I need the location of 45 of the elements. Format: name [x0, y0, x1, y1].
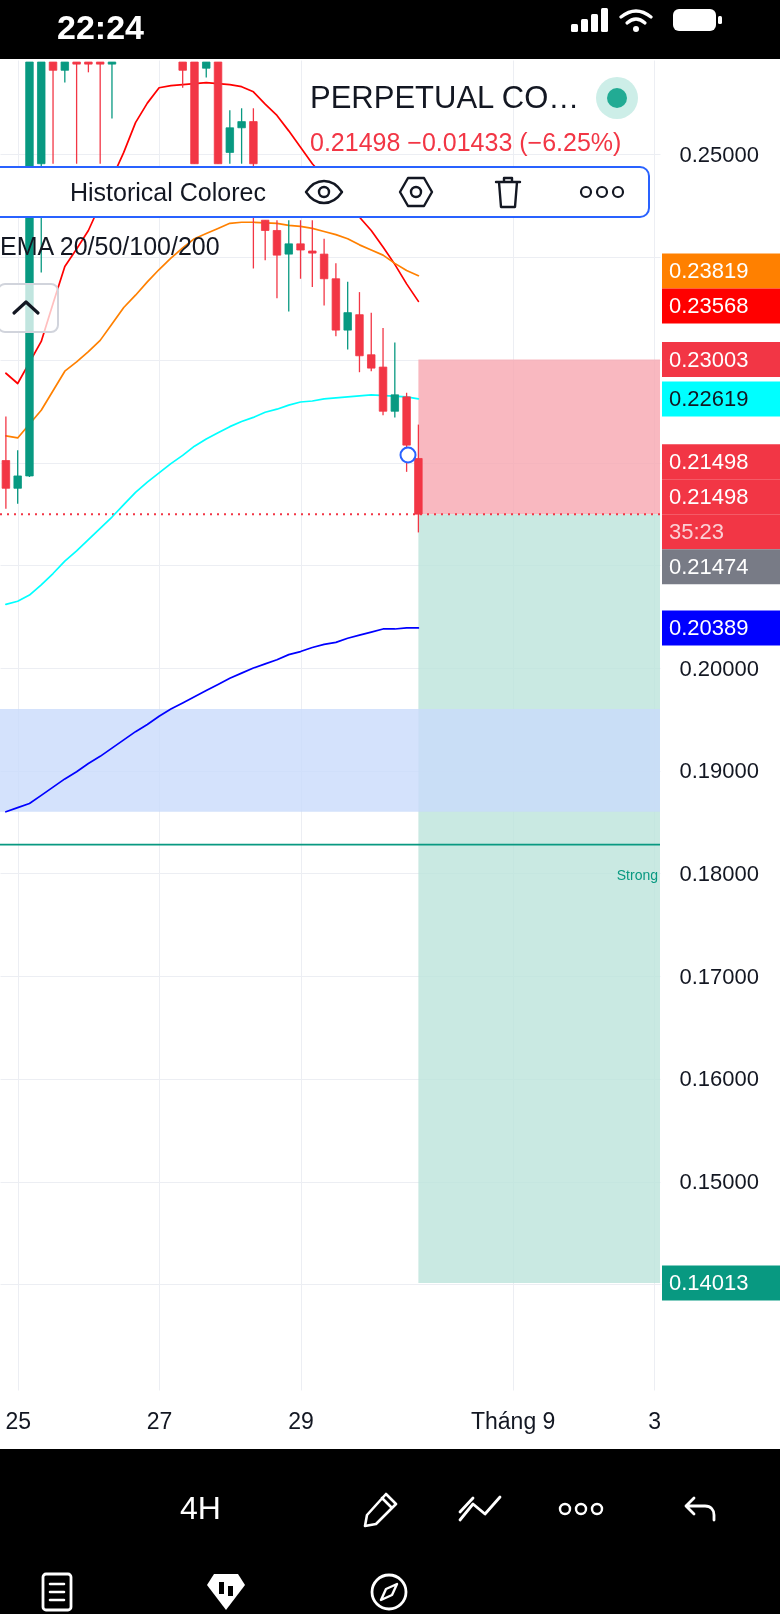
candlestick [343, 281, 352, 351]
text: 0.21498 [669, 483, 749, 509]
candlestick [13, 449, 22, 505]
candlestick [284, 219, 293, 313]
line-series [5, 393, 420, 606]
text: 0.20389 [669, 614, 749, 640]
line-series [5, 627, 420, 813]
x-tick-label: 25 [5, 1407, 31, 1434]
ref-line-label: Strong [616, 866, 658, 883]
band-label: 0.14013 [669, 1269, 749, 1295]
x-tick-label: 27 [146, 1407, 173, 1434]
x-tick-label: 29 [288, 1407, 314, 1434]
y-tick-label: 0.17000 [679, 963, 760, 989]
candlestick [178, 61, 187, 89]
text: 0.22619 [669, 385, 749, 411]
candlestick [308, 219, 317, 288]
text: PERPETUAL CO… [310, 80, 580, 116]
text: 0.21474 [669, 553, 749, 579]
candlestick [237, 107, 246, 165]
text: 22:24 [57, 8, 144, 47]
candlestick [48, 61, 58, 165]
ref-line-label: 0.21498 [669, 448, 749, 474]
y-tick-label: 0.16000 [679, 1066, 760, 1092]
candlestick [96, 61, 105, 165]
y-tick-label: 0.15000 [679, 1169, 760, 1195]
candlestick [296, 219, 305, 280]
y-tick-label: 0.18000 [679, 860, 760, 886]
y-tick-label: 0.20000 [679, 655, 760, 681]
candlestick [367, 312, 376, 372]
annotation: Historical Colorec [70, 178, 266, 207]
candlestick [261, 219, 270, 261]
candlestick [72, 61, 81, 165]
y-tick-label: 0.25000 [679, 141, 760, 167]
band-label: 0.23003 [669, 346, 749, 372]
text: 35:23 [669, 518, 725, 544]
x-tick-label: 3 [648, 1407, 662, 1434]
annotation: 0.21498 −0.01433 (−6.25%) [310, 128, 622, 157]
text: 0.23568 [669, 293, 749, 319]
x-tick-label: Tháng 9 [470, 1407, 556, 1434]
candlestick [107, 61, 117, 120]
text: 4H [180, 1490, 221, 1527]
text: 0.23819 [669, 258, 749, 284]
candlestick [390, 341, 399, 419]
y-tick-label: 0.19000 [679, 758, 760, 784]
candlestick [60, 61, 69, 84]
